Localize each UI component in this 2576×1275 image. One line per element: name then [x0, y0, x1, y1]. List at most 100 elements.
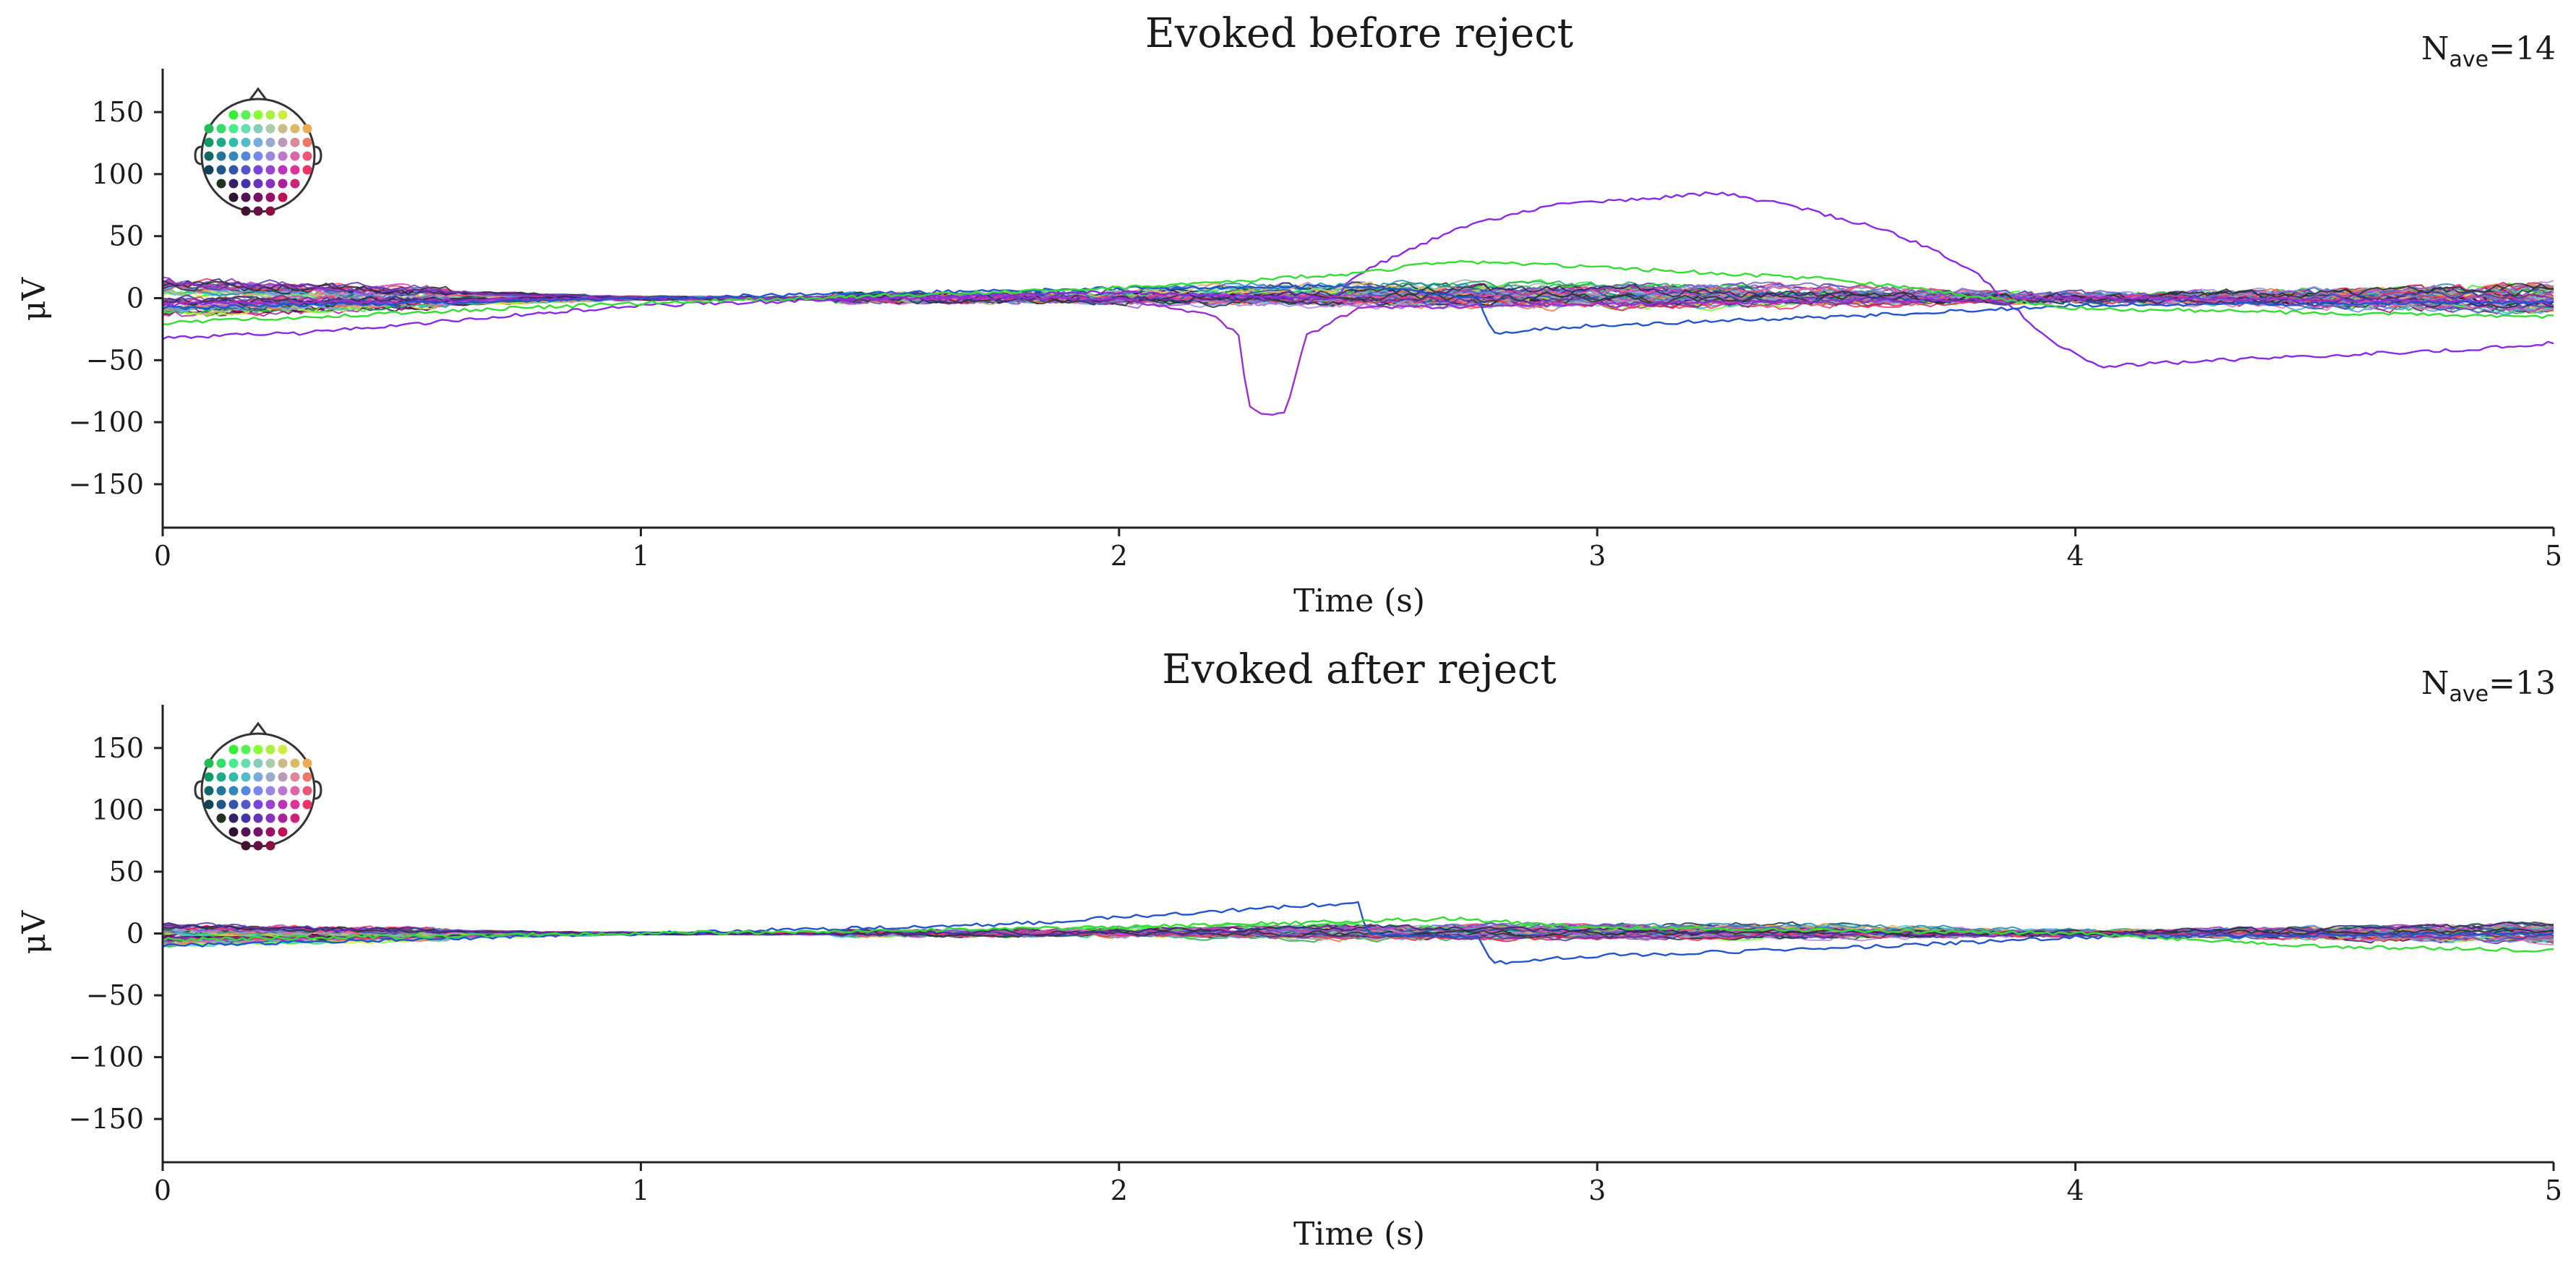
sensor-dot — [241, 772, 251, 782]
x-tick-label: 0 — [154, 1175, 171, 1206]
sensor-dot — [265, 813, 275, 823]
sensor-dot — [290, 813, 300, 823]
axes-layer: 0 1 2 3 4 5 −150 −100 −50 0 50 100 150 — [69, 69, 2562, 572]
channel-trace-highlight — [162, 295, 2554, 416]
y-tick-label: 0 — [127, 283, 144, 314]
sensor-dot — [216, 799, 226, 810]
y-tick-label: 100 — [91, 158, 144, 190]
sensor-dot — [253, 110, 263, 120]
x-tick-label: 2 — [1111, 1175, 1128, 1206]
sensor-dot — [241, 206, 251, 216]
nave-annotation: Nave=13 — [2421, 665, 2556, 707]
sensor-dot — [278, 151, 288, 161]
sensor-dot — [278, 772, 288, 782]
chart-title: Evoked after reject — [1162, 646, 1557, 693]
sensor-dot — [228, 110, 239, 120]
sensor-dot — [265, 165, 275, 175]
y-axis-label: μV — [16, 910, 53, 955]
x-tick-label: 3 — [1588, 1175, 1606, 1206]
sensor-dot — [290, 165, 300, 175]
x-tick-label: 4 — [2067, 540, 2084, 572]
x-tick-label: 1 — [632, 1175, 649, 1206]
sensor-dot — [241, 841, 251, 851]
channel-trace-highlight — [162, 283, 2554, 335]
sensor-dot — [278, 179, 288, 189]
traces-layer — [162, 191, 2554, 416]
sensor-dot — [253, 799, 263, 810]
sensor-dot — [204, 137, 214, 147]
x-tick-label: 5 — [2545, 540, 2562, 572]
y-tick-label: −100 — [69, 406, 144, 438]
y-tick-label: 0 — [127, 918, 144, 950]
sensor-dot — [253, 151, 263, 161]
sensor-dot — [278, 165, 288, 175]
sensor-dot — [216, 124, 226, 134]
sensor-dot — [253, 179, 263, 189]
sensor-dot — [265, 827, 275, 837]
sensor-dot — [290, 786, 300, 796]
sensor-dot — [278, 786, 288, 796]
sensor-dot — [228, 165, 239, 175]
nave-value: =14 — [2489, 30, 2556, 67]
sensor-head-icon — [194, 87, 322, 216]
channel-trace-highlight — [162, 191, 2554, 369]
nave-annotation: Nave=14 — [2421, 30, 2556, 72]
head-ear-left — [194, 145, 202, 166]
sensor-dot — [278, 799, 288, 810]
sensor-dot — [204, 165, 214, 175]
sensor-dot — [204, 799, 214, 810]
head-nose — [248, 87, 268, 101]
head-ear-right — [314, 145, 322, 166]
sensor-dot — [290, 179, 300, 189]
sensor-dot — [253, 772, 263, 782]
sensor-dot — [253, 813, 263, 823]
sensor-dot — [241, 124, 251, 134]
sensor-dot — [290, 137, 300, 147]
panel-after-reject: Evoked after reject Nave=13 μV Time (s) … — [16, 646, 2562, 1253]
y-tick-label: −150 — [69, 1103, 144, 1135]
sensor-dot — [204, 758, 214, 768]
sensor-dot — [302, 799, 312, 810]
sensor-dot — [253, 206, 263, 216]
x-tick-label: 5 — [2545, 1175, 2562, 1206]
sensor-dot — [228, 124, 239, 134]
sensor-dot — [228, 813, 239, 823]
sensor-dot — [278, 758, 288, 768]
sensor-dot — [228, 137, 239, 147]
sensor-dot — [228, 744, 239, 755]
sensor-dot — [253, 841, 263, 851]
panel-before-reject: Evoked before reject Nave=14 μV Time (s)… — [16, 10, 2562, 619]
sensor-dot — [241, 151, 251, 161]
sensor-dot — [228, 827, 239, 837]
sensor-dot — [302, 151, 312, 161]
head-ear-right — [314, 780, 322, 800]
sensor-dot — [253, 124, 263, 134]
sensor-dot — [290, 124, 300, 134]
sensor-dot — [290, 799, 300, 810]
sensor-dot — [265, 841, 275, 851]
sensor-dot — [204, 772, 214, 782]
sensor-dot — [228, 192, 239, 202]
sensor-dot — [302, 758, 312, 768]
sensor-dot — [278, 827, 288, 837]
sensor-dot — [278, 192, 288, 202]
sensor-dot — [265, 179, 275, 189]
sensor-dot — [216, 179, 226, 189]
sensor-dot — [216, 137, 226, 147]
y-tick-label: −100 — [69, 1042, 144, 1073]
sensor-dot — [265, 758, 275, 768]
sensor-dot — [216, 165, 226, 175]
sensor-dot — [302, 124, 312, 134]
y-tick-label: 50 — [109, 220, 144, 252]
sensor-dot — [228, 799, 239, 810]
sensor-dot — [265, 110, 275, 120]
sensor-dot — [241, 192, 251, 202]
head-ear-left — [194, 780, 202, 800]
channel-trace — [162, 922, 2554, 942]
nave-subscript: ave — [2449, 47, 2489, 72]
sensor-head-icon — [194, 721, 322, 851]
x-axis-label: Time (s) — [1293, 583, 1425, 619]
sensor-dot — [253, 827, 263, 837]
